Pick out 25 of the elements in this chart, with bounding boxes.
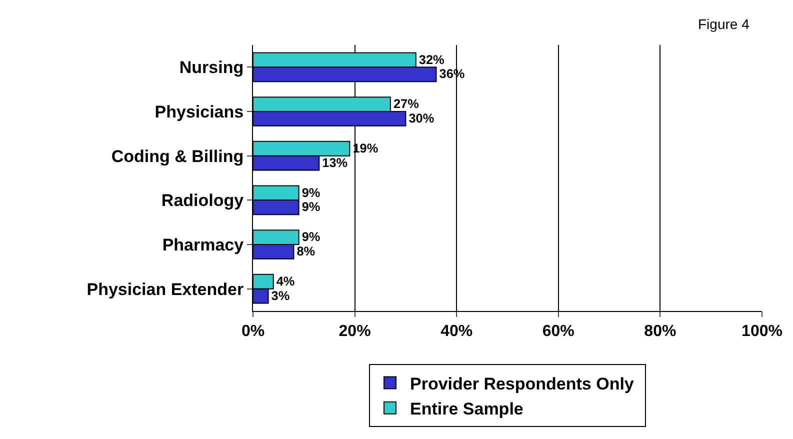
data-label: 3% xyxy=(271,288,290,303)
x-tick-label: 0% xyxy=(241,323,265,340)
y-tick-label: Radiology xyxy=(161,191,244,210)
caption: Figure 4 xyxy=(698,16,750,32)
data-label: 32% xyxy=(418,52,444,67)
y-tick-label: Physicians xyxy=(154,102,244,122)
data-label: 13% xyxy=(322,154,348,170)
x-tick-label: 20% xyxy=(338,323,371,340)
x-tick-label: 100% xyxy=(742,323,782,340)
x-tick-label: 80% xyxy=(644,323,676,340)
x-tick-label: 40% xyxy=(440,323,473,340)
data-label: 27% xyxy=(393,96,419,112)
data-label: 9% xyxy=(302,229,320,244)
y-tick-label: Nursing xyxy=(179,58,244,78)
data-label: 9% xyxy=(302,184,320,200)
data-label: 9% xyxy=(302,199,320,214)
data-label: 4% xyxy=(276,274,295,288)
data-label: 30% xyxy=(408,110,434,126)
legend-label: Provider Respondents Only xyxy=(410,374,634,394)
y-tick-label: Pharmacy xyxy=(162,235,244,254)
y-tick-label: Coding & Billing xyxy=(111,146,244,166)
x-tick-label: 60% xyxy=(542,323,574,340)
y-tick-label: Physician Extender xyxy=(86,280,244,299)
legend-label: Entire Sample xyxy=(410,399,524,418)
data-label: 8% xyxy=(296,244,316,259)
